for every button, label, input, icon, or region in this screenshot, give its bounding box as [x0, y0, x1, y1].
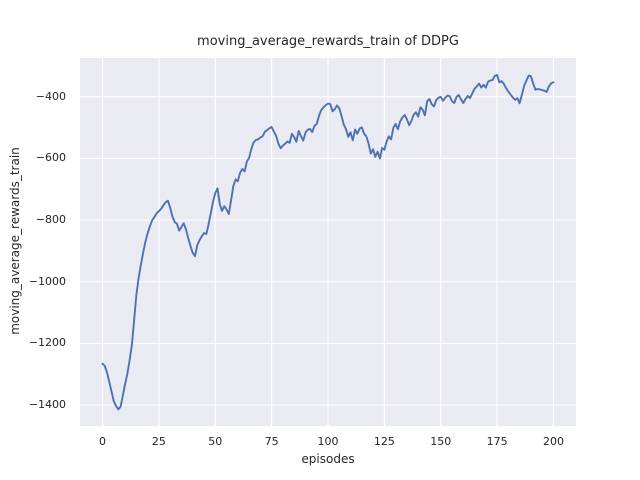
x-tick-label: 0	[99, 435, 107, 448]
chart-canvas	[80, 58, 576, 426]
chart-title: moving_average_rewards_train of DDPG	[197, 34, 459, 49]
y-tick-label: −1200	[28, 336, 66, 350]
y-tick-label: −1400	[28, 398, 66, 412]
y-axis-label: moving_average_rewards_train	[8, 147, 22, 335]
x-tick-label: 150	[430, 435, 452, 448]
y-tick-label: −1000	[28, 274, 66, 288]
x-tick-label: 175	[486, 435, 508, 448]
x-tick-label: 200	[542, 435, 564, 448]
x-tick-label: 125	[373, 435, 395, 448]
y-tick-label: −400	[35, 89, 66, 103]
x-tick-label: 25	[151, 435, 166, 448]
y-tick-label: −600	[35, 151, 66, 165]
x-tick-label: 75	[264, 435, 279, 448]
x-tick-label: 50	[208, 435, 223, 448]
series-line-moving_average_rewards_train	[101, 74, 555, 411]
plot-area	[80, 58, 576, 426]
y-tick-label: −800	[35, 213, 66, 227]
gridlines	[80, 58, 576, 426]
x-axis-label: episodes	[301, 452, 355, 466]
x-tick-label: 100	[317, 435, 339, 448]
series-group	[101, 74, 555, 411]
